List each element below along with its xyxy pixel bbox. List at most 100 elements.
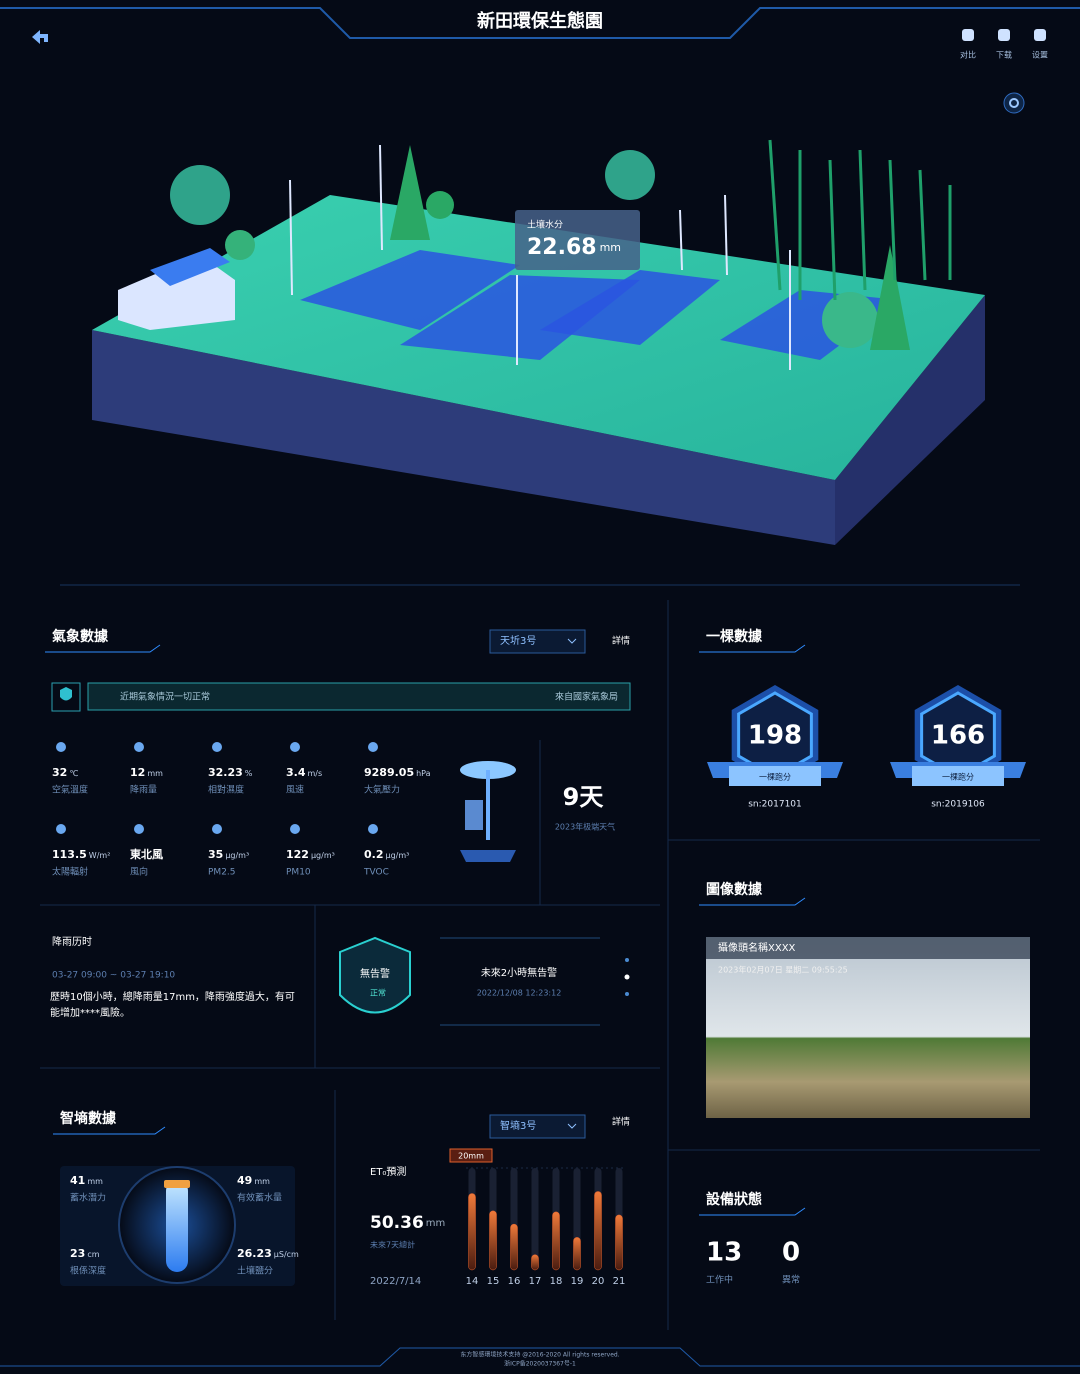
tree-sn: sn:2019106: [931, 800, 985, 810]
metric-number: 35: [208, 848, 223, 861]
soil-tube-cap: [164, 1180, 190, 1188]
tree-value: 198: [748, 721, 802, 751]
panel-lines: [40, 600, 1040, 1330]
metric-number: 113.5: [52, 848, 87, 861]
action-icon[interactable]: [1034, 29, 1046, 41]
metric-label: 太陽輻射: [52, 866, 88, 878]
metric-icon: [290, 824, 300, 834]
rain-text: 歷時10個小時，總降雨量17mm，降雨強度過大，有可能增加****風險。: [50, 992, 295, 1019]
soil-select[interactable]: [489, 1114, 586, 1139]
camera-name: 攝像頭名稱XXXX: [718, 941, 796, 954]
metric-unit: mm: [254, 1177, 270, 1186]
title-underline: [53, 1126, 166, 1135]
device-label: 異常: [782, 1274, 800, 1286]
metric-label: 相對濕度: [208, 784, 244, 796]
notice-bar: [87, 682, 631, 711]
metric-unit: mm: [87, 1177, 103, 1186]
et-title: ET₀預測: [370, 1165, 406, 1178]
alert-shield: [339, 936, 411, 1014]
weather-detail[interactable]: 詳情: [612, 635, 630, 647]
soil-title: 智墒數據: [59, 1110, 117, 1127]
sensor-illustration: [460, 761, 516, 862]
select-caret: [567, 638, 577, 644]
tree-label-bg: [729, 766, 821, 786]
metric-value: 3.4 m/s: [286, 766, 322, 779]
settings-orb[interactable]: [1003, 92, 1025, 114]
x-tick-label: 17: [529, 1276, 542, 1287]
metric-unit: cm: [87, 1250, 99, 1259]
bar: [594, 1191, 602, 1271]
page-title: 新田環保生態園: [477, 10, 603, 32]
y-tick-label: 20mm: [458, 1152, 484, 1161]
bar: [615, 1214, 623, 1271]
rain-time: 03-27 09:00 ~ 03-27 19:10: [52, 971, 175, 981]
extreme-value: 9天: [563, 783, 604, 811]
metric-number: 9289.05: [364, 766, 414, 779]
metric-value: 9289.05 hPa: [364, 766, 431, 779]
y-tick-label-bg: [449, 1148, 493, 1163]
device-value: 13: [706, 1238, 742, 1268]
metric-number: 49: [237, 1174, 252, 1187]
soil-select-text: 智墒3号: [500, 1119, 536, 1132]
metric-unit: μg/m³: [311, 851, 335, 860]
tooltip-unit: mm: [600, 241, 621, 254]
action-label[interactable]: 对比: [960, 50, 976, 60]
title-underline: [699, 644, 806, 653]
back-button[interactable]: [32, 30, 48, 44]
weather-title: 氣象數據: [52, 628, 109, 645]
pager-dot[interactable]: [624, 974, 630, 980]
soil-label: 有效蓄水量: [237, 1192, 282, 1204]
metric-icon: [290, 742, 300, 752]
metric-unit: μg/m³: [225, 851, 249, 860]
metric-number: 23: [70, 1247, 85, 1260]
metric-value: 49 mm: [237, 1174, 270, 1187]
action-icon[interactable]: [962, 29, 974, 41]
pager-dot[interactable]: [625, 992, 629, 996]
action-label[interactable]: 下载: [996, 50, 1012, 60]
metric-unit: m/s: [308, 769, 323, 778]
tree-sn: sn:2017101: [748, 800, 802, 810]
metric-label: 大氣壓力: [364, 784, 400, 796]
image-title: 圖像數據: [706, 881, 763, 898]
device-title: 設備狀態: [706, 1191, 762, 1208]
metric-number: 32.23: [208, 766, 243, 779]
metric-number: 3.4: [286, 766, 306, 779]
metric-number: 32: [52, 766, 67, 779]
x-tick-label: 14: [466, 1276, 479, 1287]
x-tick-label: 15: [487, 1276, 500, 1287]
action-label[interactable]: 设置: [1032, 50, 1048, 60]
metric-icon: [212, 742, 222, 752]
header-frame: [0, 7, 1080, 39]
extreme-label: 2023年极端天气: [555, 822, 615, 832]
bar: [573, 1237, 581, 1271]
metric-value: 23 cm: [70, 1247, 100, 1260]
camera-caption-bar: [706, 937, 1030, 959]
metric-unit: ℃: [69, 769, 78, 778]
x-tick-label: 18: [550, 1276, 563, 1287]
shield-frame: [51, 682, 81, 712]
metric-unit: hPa: [416, 769, 431, 778]
alert-time: 2022/12/08 12:23:12: [477, 989, 562, 998]
weather-select[interactable]: [489, 629, 586, 654]
footer-frame: [0, 1347, 1080, 1367]
weather-select-text: 天圻3号: [500, 634, 536, 647]
alert-badge: 無告警: [360, 967, 390, 980]
pager-dot[interactable]: [625, 958, 629, 962]
metric-value: 32.23%: [208, 766, 253, 779]
metric-number: 12: [130, 766, 145, 779]
settings-orb-icon: [1009, 98, 1019, 108]
tooltip-value: 22.68 mm: [527, 235, 621, 260]
bar: [510, 1223, 518, 1271]
metric-label: PM10: [286, 868, 311, 878]
metric-label: PM2.5: [208, 868, 236, 878]
metric-label: TVOC: [363, 868, 389, 878]
soil-detail[interactable]: 詳情: [612, 1116, 630, 1128]
metric-label: 風速: [286, 785, 304, 796]
et-unit: mm: [426, 1218, 445, 1229]
metric-value: 113.5 W/m²: [52, 848, 110, 861]
x-tick-label: 20: [592, 1276, 605, 1287]
scene: 土壤水分 22.68 mm: [92, 139, 985, 545]
action-icon[interactable]: [998, 29, 1010, 41]
metric-icon: [56, 824, 66, 834]
